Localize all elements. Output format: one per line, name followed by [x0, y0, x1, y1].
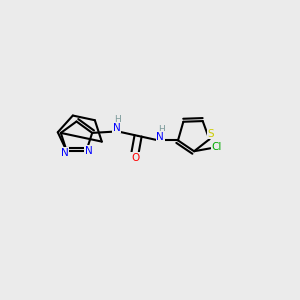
Text: O: O — [131, 153, 139, 163]
Text: H: H — [114, 115, 121, 124]
Text: H: H — [158, 124, 165, 134]
Text: Cl: Cl — [212, 142, 222, 152]
Text: N: N — [61, 148, 68, 158]
Text: N: N — [113, 123, 121, 133]
Text: N: N — [156, 132, 164, 142]
Text: S: S — [208, 129, 214, 139]
Text: N: N — [85, 146, 92, 156]
